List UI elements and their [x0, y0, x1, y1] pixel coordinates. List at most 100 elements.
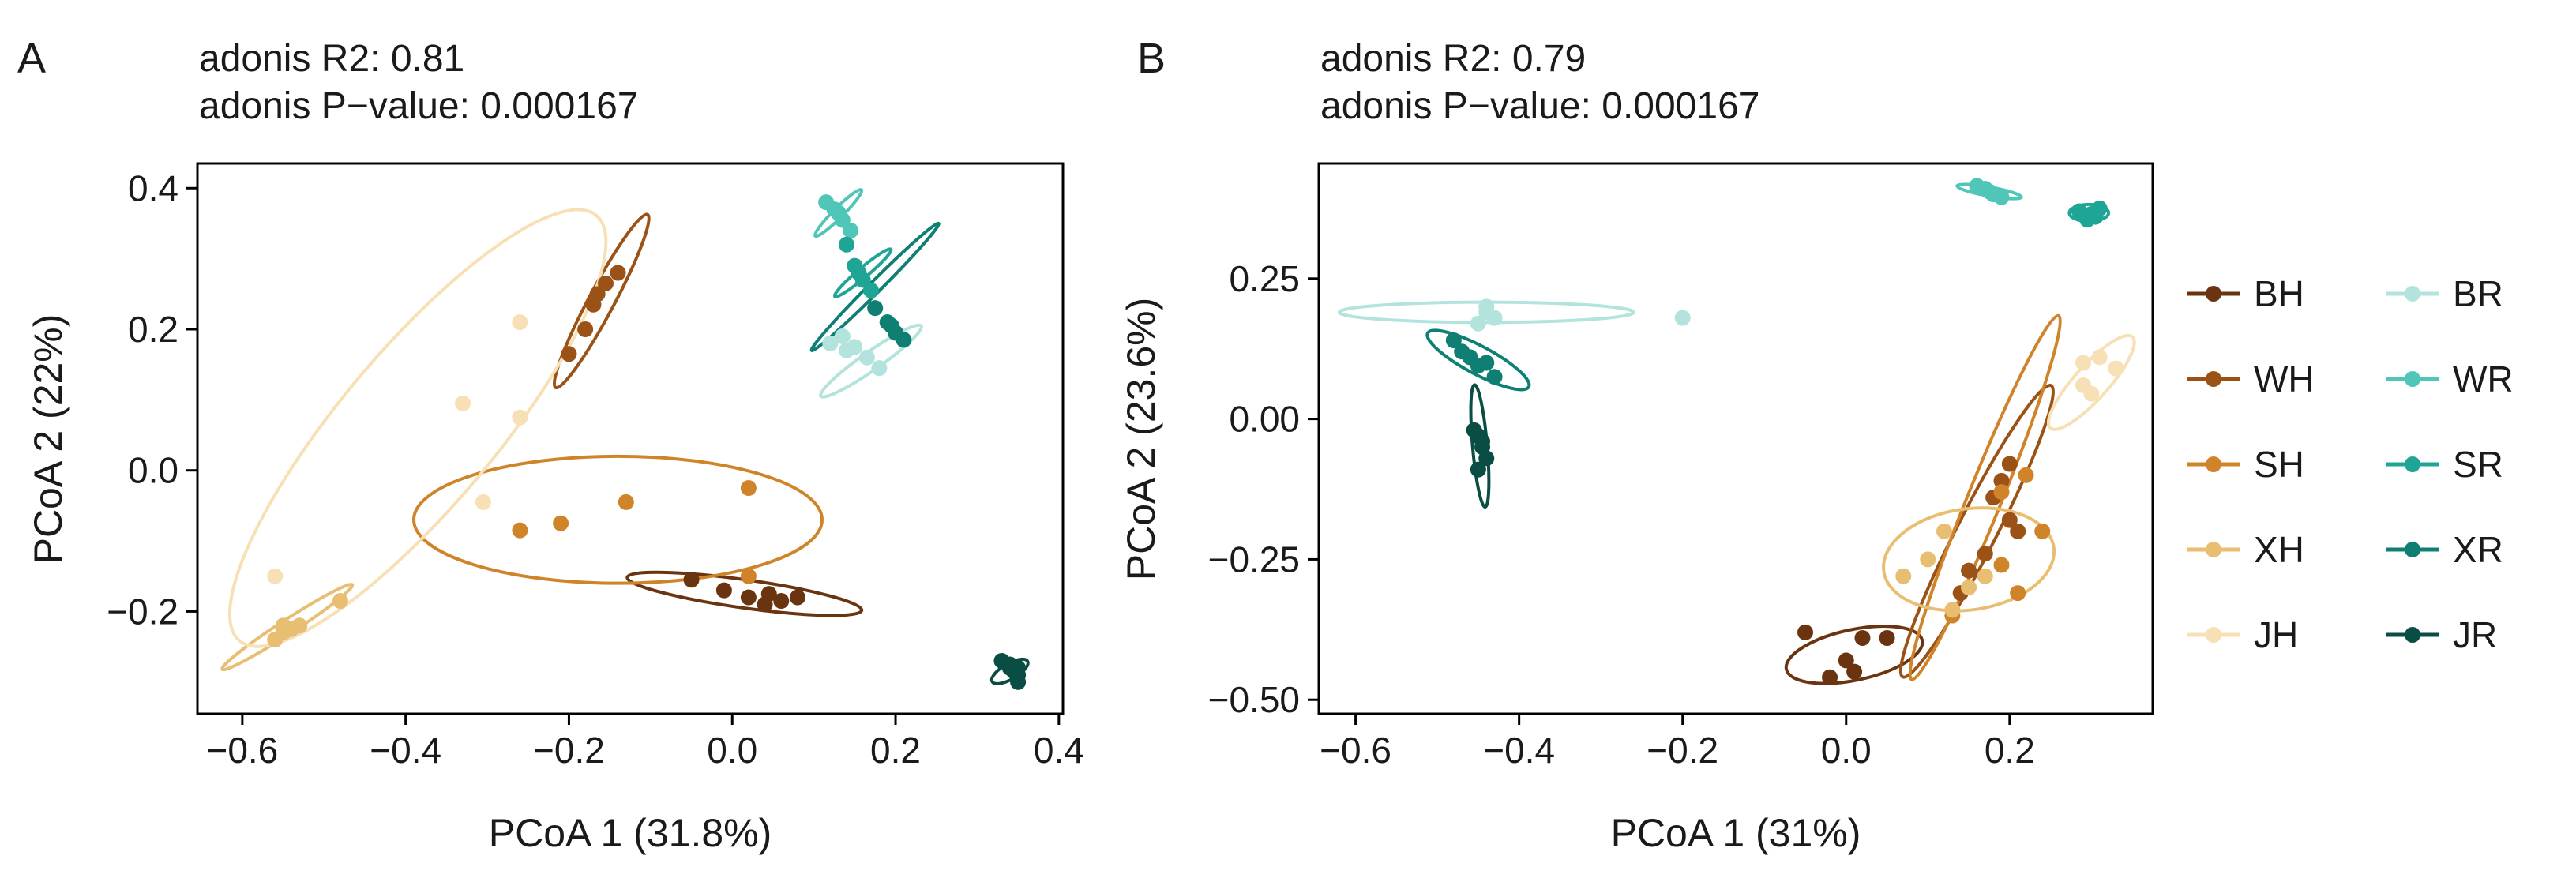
- panel-a-y-tick-label: 0.2: [128, 309, 178, 350]
- panel-b-point-sh: [1993, 557, 2010, 573]
- panel-a-x-tick-label: 0.0: [707, 730, 757, 771]
- legend-item-wh: WH: [2187, 358, 2315, 400]
- panel-b-point-jh: [2083, 385, 2100, 402]
- panel-b-point-xr: [1445, 332, 1462, 349]
- panel-a-point-sr: [839, 236, 854, 253]
- panel-b-x-tick-label: 0.0: [1821, 730, 1872, 771]
- panel-a-point-br: [858, 349, 875, 366]
- panel-b-point-sh: [2034, 523, 2051, 539]
- panel-a-pvalue: adonis P−value: 0.000167: [199, 85, 638, 127]
- panel-a-point-bh: [683, 572, 700, 588]
- panel-b-x-tick-label: −0.6: [1320, 730, 1391, 771]
- panel-b-y-tick-label: 0.25: [1229, 258, 1300, 299]
- panel-b-point-bh: [1854, 629, 1871, 646]
- panel-a-point-sh: [740, 568, 757, 584]
- panel-b-ellipse-xh: [1882, 506, 2056, 613]
- panel-a-point-wh: [561, 346, 577, 362]
- panel-a-point-sh: [553, 515, 569, 531]
- legend-item-sh: SH: [2187, 444, 2304, 485]
- panel-b-point-bh: [1879, 629, 1895, 646]
- panel-a-point-jh: [455, 395, 471, 411]
- panel-b-point-jh: [2108, 360, 2124, 377]
- panel-b-point-wh: [1961, 562, 1977, 579]
- panel-b-point-jr: [1470, 461, 1486, 478]
- panel-b-point-xh: [1944, 602, 1961, 618]
- panel-b-point-wh: [1977, 546, 1993, 562]
- panel-a-point-sr: [851, 265, 867, 281]
- legend-label: BH: [2254, 273, 2304, 314]
- panel-a-point-jr: [1010, 674, 1027, 690]
- legend-label: JR: [2453, 614, 2497, 655]
- panel-b-point-jr: [1478, 450, 1495, 467]
- panel-a-ellipse-jh: [227, 208, 608, 648]
- panel-a-point-bh: [740, 589, 757, 606]
- legend-marker: [2206, 286, 2221, 302]
- legend-item-bh: BH: [2187, 273, 2304, 314]
- panel-a-point-xr: [896, 332, 912, 348]
- legend: BH WH SH XH JH BR WR SR XR JR: [2187, 273, 2514, 655]
- legend-marker: [2206, 627, 2221, 643]
- panel-b-letter: B: [1137, 35, 1166, 82]
- panel-b-point-wh: [2010, 523, 2026, 539]
- panel-b-point-bh: [1797, 624, 1813, 640]
- panel-b-pvalue: adonis P−value: 0.000167: [1320, 85, 1759, 127]
- panel-a-point-jh: [512, 314, 528, 331]
- panel-b-x-tick-label: −0.4: [1483, 730, 1555, 771]
- legend-label: SR: [2453, 444, 2503, 485]
- panel-a-y-axis-title: PCoA 2 (22%): [26, 314, 70, 565]
- panel-b-point-br: [1674, 310, 1691, 326]
- panel-a-letter: A: [17, 35, 46, 82]
- panel-a-point-wr: [843, 222, 859, 238]
- panel-b-point-bh: [1838, 652, 1854, 669]
- legend-marker: [2405, 371, 2420, 387]
- legend-item-xh: XH: [2187, 529, 2304, 570]
- panel-b-point-wh: [2001, 456, 2018, 472]
- panel-a-r2: adonis R2: 0.81: [199, 38, 464, 80]
- panel-b-point-xr: [1470, 358, 1486, 374]
- panel-b-plot-frame: [1317, 162, 2154, 715]
- panel-b-x-axis-title: PCoA 1 (31%): [1611, 811, 1861, 855]
- legend-marker: [2405, 542, 2420, 557]
- panel-a-point-br: [871, 360, 888, 377]
- panel-a-point-xh: [291, 617, 308, 634]
- legend-item-wr: WR: [2386, 358, 2514, 400]
- panel-a: A adonis R2: 0.81 adonis P−value: 0.0001…: [17, 35, 1084, 855]
- panel-b-point-xh: [1977, 568, 1993, 584]
- panel-a-point-xh: [332, 593, 348, 610]
- panel-a-point-br: [834, 328, 851, 344]
- panel-b-point-wr: [1981, 183, 1997, 200]
- legend-label: BR: [2453, 273, 2503, 314]
- panel-b-point-xr: [1486, 369, 1503, 385]
- panel-b-x-tick-label: −0.2: [1647, 730, 1718, 771]
- panel-b-y-tick-label: −0.25: [1208, 539, 1300, 580]
- panel-b-point-sr: [2087, 208, 2104, 225]
- legend-marker: [2405, 627, 2420, 643]
- panel-a-plot-frame: [196, 162, 1065, 715]
- legend-marker: [2206, 542, 2221, 557]
- legend-label: XR: [2453, 529, 2503, 570]
- panel-a-x-tick-label: −0.4: [370, 730, 441, 771]
- panel-a-x-tick-label: 0.4: [1034, 730, 1084, 771]
- panel-a-ellipse-sh: [412, 454, 824, 585]
- legend-marker: [2206, 456, 2221, 472]
- panel-b-point-br: [1486, 310, 1503, 326]
- panel-b-point-br: [1478, 298, 1495, 315]
- panel-a-y-tick-label: 0.0: [128, 450, 178, 491]
- panel-a-y-tick-label: −0.2: [107, 591, 178, 632]
- panel-a-point-wh: [589, 286, 606, 302]
- panel-b-point-bh: [1822, 669, 1838, 685]
- legend-marker: [2405, 286, 2420, 302]
- panel-b-y-tick-label: 0.00: [1229, 399, 1300, 440]
- panel-b-ellipse-bh: [1784, 625, 1924, 685]
- panel-a-point-xr: [867, 300, 884, 317]
- panel-b-ellipse-wh: [1898, 384, 2055, 679]
- panel-b-point-sh: [2010, 585, 2026, 602]
- panel-a-y-tick-label: 0.4: [128, 167, 178, 208]
- panel-b-point-sh: [1993, 484, 2010, 501]
- panel-a-point-xr: [883, 317, 899, 334]
- legend-label: WH: [2254, 358, 2315, 400]
- panel-b-ellipse-xr: [1425, 328, 1531, 392]
- panel-b-point-xh: [1936, 523, 1952, 539]
- panel-b-point-bh: [1846, 663, 1863, 680]
